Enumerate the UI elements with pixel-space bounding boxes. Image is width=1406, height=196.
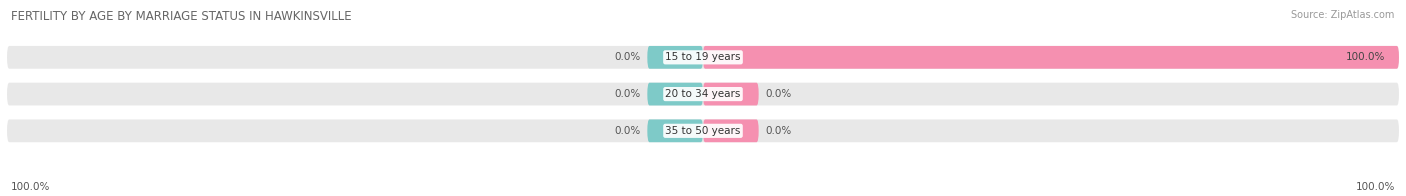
Text: 15 to 19 years: 15 to 19 years (665, 52, 741, 62)
Text: 100.0%: 100.0% (1355, 182, 1395, 192)
FancyBboxPatch shape (7, 46, 1399, 69)
FancyBboxPatch shape (703, 46, 1399, 69)
Text: 0.0%: 0.0% (614, 126, 640, 136)
Text: FERTILITY BY AGE BY MARRIAGE STATUS IN HAWKINSVILLE: FERTILITY BY AGE BY MARRIAGE STATUS IN H… (11, 10, 352, 23)
Text: 100.0%: 100.0% (1346, 52, 1385, 62)
FancyBboxPatch shape (703, 83, 759, 105)
Text: 0.0%: 0.0% (614, 52, 640, 62)
Text: 35 to 50 years: 35 to 50 years (665, 126, 741, 136)
Text: 20 to 34 years: 20 to 34 years (665, 89, 741, 99)
FancyBboxPatch shape (7, 83, 1399, 105)
Text: 100.0%: 100.0% (11, 182, 51, 192)
FancyBboxPatch shape (703, 119, 759, 142)
Text: 0.0%: 0.0% (614, 89, 640, 99)
Text: 0.0%: 0.0% (766, 89, 792, 99)
Text: Source: ZipAtlas.com: Source: ZipAtlas.com (1291, 10, 1395, 20)
FancyBboxPatch shape (647, 83, 703, 105)
FancyBboxPatch shape (647, 46, 703, 69)
FancyBboxPatch shape (647, 119, 703, 142)
FancyBboxPatch shape (7, 119, 1399, 142)
Text: 0.0%: 0.0% (766, 126, 792, 136)
